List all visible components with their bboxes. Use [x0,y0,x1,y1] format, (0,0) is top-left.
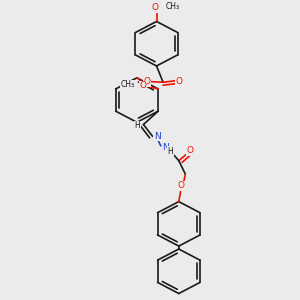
Text: O: O [152,3,158,12]
Text: O: O [140,82,147,91]
Text: H: H [135,121,140,130]
Text: N: N [162,143,169,152]
Text: O: O [143,77,150,86]
Text: H: H [168,147,173,156]
Text: O: O [178,182,184,190]
Text: O: O [176,77,183,86]
Text: CH₃: CH₃ [166,2,180,10]
Text: O: O [187,146,194,155]
Text: N: N [154,132,160,141]
Text: CH₃: CH₃ [121,80,135,89]
